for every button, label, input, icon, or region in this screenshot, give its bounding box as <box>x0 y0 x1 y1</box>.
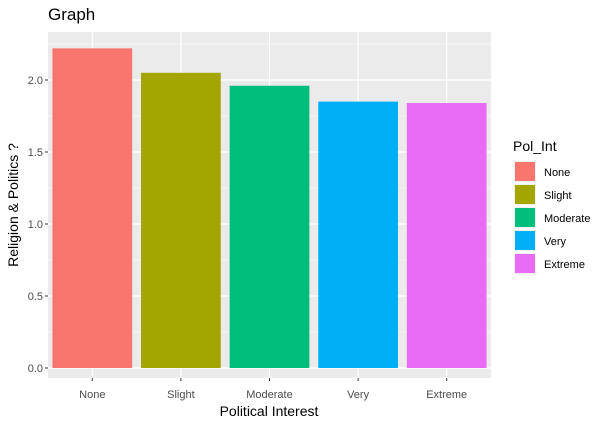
x-axis: None Slight Moderate Very Extreme <box>79 378 467 401</box>
y-tick-label: 1.5 <box>28 147 43 159</box>
y-tick-label: 0.0 <box>28 363 43 375</box>
legend-swatch <box>515 231 535 250</box>
y-tick-label: 1.0 <box>28 219 43 231</box>
legend-label: Extreme <box>544 259 585 271</box>
legend-swatch <box>515 185 535 204</box>
y-tick-label: 2.0 <box>28 75 43 87</box>
x-axis-title: Political Interest <box>220 403 319 419</box>
legend-label: Slight <box>544 190 572 202</box>
bar-none <box>52 48 133 368</box>
legend: Pol_Int None Slight Moderate Very Extreme <box>513 138 590 274</box>
chart-title: Graph <box>48 5 95 24</box>
y-tick-label: 0.5 <box>28 291 43 303</box>
x-tick-label: None <box>79 389 105 401</box>
x-tick-label: Extreme <box>426 389 467 401</box>
bars <box>52 48 487 369</box>
bar-slight <box>141 72 221 369</box>
legend-swatch <box>515 254 535 273</box>
legend-title: Pol_Int <box>513 138 557 154</box>
bar-very <box>318 101 398 368</box>
y-axis-title: Religion & Politics ? <box>5 143 21 267</box>
legend-label: Moderate <box>544 213 590 225</box>
x-tick-label: Very <box>347 389 370 401</box>
y-axis: 0.0 0.5 1.0 1.5 2.0 <box>28 75 48 375</box>
legend-label: Very <box>544 236 567 248</box>
legend-swatch <box>515 208 535 227</box>
x-tick-label: Moderate <box>246 389 292 401</box>
bar-moderate <box>229 85 310 368</box>
x-tick-label: Slight <box>167 389 195 401</box>
bar-extreme <box>406 103 487 368</box>
legend-swatch <box>515 162 535 181</box>
legend-label: None <box>544 167 570 179</box>
